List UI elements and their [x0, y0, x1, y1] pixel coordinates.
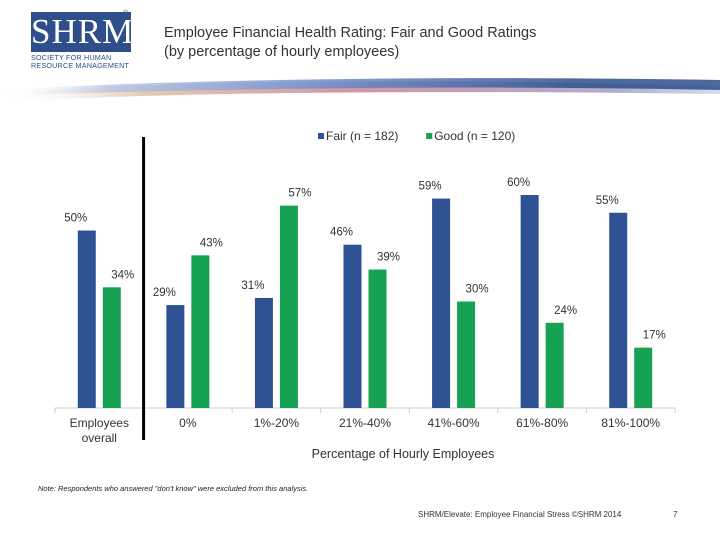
- data-label-fair: 50%: [64, 213, 87, 225]
- bar-good: [102, 287, 121, 408]
- bar-good: [279, 205, 298, 408]
- data-label-fair: 31%: [241, 280, 264, 292]
- data-label-fair: 60%: [507, 177, 530, 189]
- bar-good: [457, 301, 476, 408]
- x-tick-label: 1%-20%: [254, 416, 300, 430]
- logo-subtitle-line-2: Resource Management: [31, 61, 130, 70]
- shrm-logo: SHRM ® Society for Human Resource Manage…: [31, 10, 135, 76]
- data-label-fair: 55%: [596, 195, 619, 207]
- legend-swatch-fair: [318, 133, 324, 139]
- x-tick-label: 0%: [179, 416, 197, 430]
- legend-label-fair: Fair (n = 182): [326, 129, 398, 143]
- bar-fair: [77, 230, 96, 408]
- analysis-note: Note: Respondents who answered "don't kn…: [38, 484, 309, 493]
- data-label-good: 43%: [200, 237, 223, 249]
- legend-label-good: Good (n = 120): [434, 129, 515, 143]
- data-label-good: 34%: [111, 269, 134, 281]
- logo-tile: [31, 12, 131, 52]
- page-number: 7: [673, 510, 678, 519]
- logo-registered-mark: ®: [123, 10, 129, 17]
- legend-swatch-good: [426, 133, 433, 139]
- title-line-1: Employee Financial Health Rating: Fair a…: [164, 25, 537, 41]
- bar-fair: [254, 297, 273, 408]
- bar-fair: [609, 212, 628, 408]
- data-label-good: 30%: [466, 284, 489, 296]
- x-axis-title: Percentage of Hourly Employees: [312, 447, 495, 461]
- data-label-fair: 59%: [419, 181, 442, 193]
- data-label-good: 17%: [643, 330, 666, 342]
- bar-good: [545, 322, 564, 408]
- footer-source: SHRM/Elevate: Employee Financial Stress …: [418, 510, 622, 519]
- data-label-fair: 29%: [153, 287, 176, 299]
- bar-fair: [432, 198, 451, 408]
- title-line-2: (by percentage of hourly employees): [164, 44, 400, 60]
- bar-fair: [166, 305, 185, 408]
- logo-subtitle: Society for Human Resource Management: [31, 54, 131, 70]
- x-tick-label: 81%-100%: [601, 416, 660, 430]
- x-tick-label: 61%-80%: [516, 416, 568, 430]
- data-label-good: 24%: [554, 305, 577, 317]
- data-label-fair: 46%: [330, 227, 353, 239]
- x-tick-label: 41%-60%: [428, 416, 480, 430]
- x-tick-label: Employees: [70, 416, 129, 430]
- bar-good: [368, 269, 387, 408]
- logo-wordmark: SHRM: [31, 12, 135, 51]
- header-swoosh-band: [0, 78, 720, 102]
- data-label-good: 39%: [377, 252, 400, 264]
- bar-fair: [520, 195, 539, 408]
- logo-subtitle-line-1: Society for Human: [31, 53, 112, 62]
- bar-fair: [343, 244, 362, 408]
- bar-good: [191, 255, 210, 408]
- slide-title: Employee Financial Health Rating: Fair a…: [164, 24, 536, 62]
- bar-good: [634, 347, 653, 408]
- x-tick-label: overall: [82, 431, 117, 445]
- data-label-good: 57%: [288, 188, 311, 200]
- x-tick-label: 21%-40%: [339, 416, 391, 430]
